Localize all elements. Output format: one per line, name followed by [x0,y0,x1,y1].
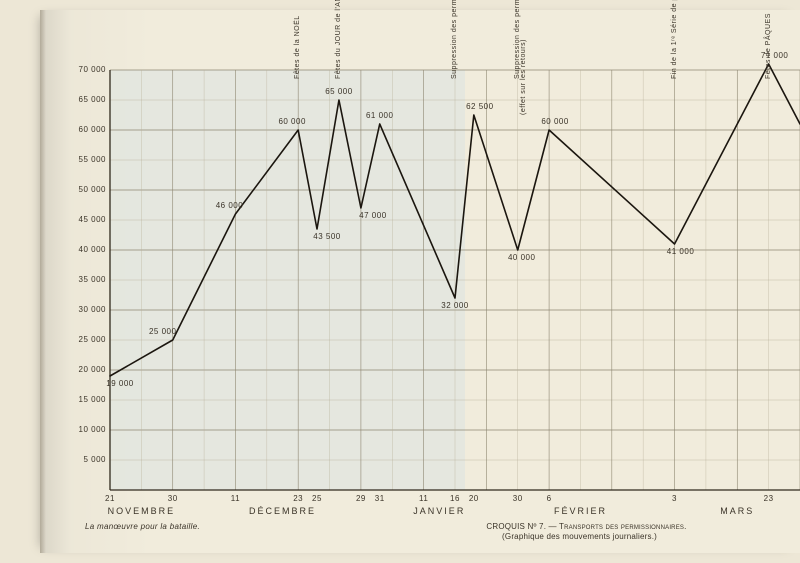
chart-svg [40,10,800,553]
page: 5 00010 00015 00020 00025 00030 00035 00… [40,10,800,553]
